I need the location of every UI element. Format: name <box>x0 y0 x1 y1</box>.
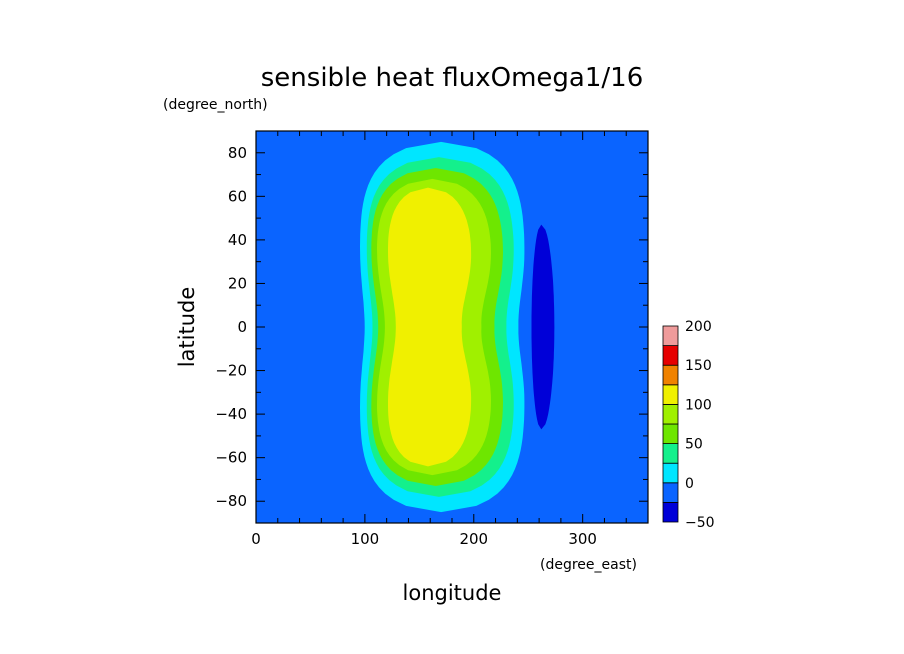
colorbar-swatch <box>662 403 679 425</box>
colorbar-label: 0 <box>685 476 694 492</box>
y-tick-label: 20 <box>228 274 247 292</box>
colorbar-swatch <box>662 325 679 347</box>
y-tick-label: −60 <box>215 449 247 467</box>
colorbar-label: 200 <box>685 319 712 335</box>
colorbar: −50 0 50 100 150 200 <box>662 319 715 531</box>
x-tick-label: 200 <box>459 530 488 548</box>
colorbar-swatch <box>662 443 679 464</box>
plot-area <box>255 130 649 524</box>
y-tick-label: −40 <box>215 405 247 423</box>
x-tick-label: 100 <box>351 530 380 548</box>
contour-100-125 <box>388 187 472 467</box>
y-axis: 80 60 40 20 0 −20 −40 −60 −80 <box>215 144 648 510</box>
colorbar-swatch <box>662 501 679 523</box>
y-tick-label: 60 <box>228 187 247 205</box>
x-tick-label: 0 <box>251 530 261 548</box>
chart-title: sensible heat fluxOmega1/16 <box>261 63 644 93</box>
x-axis-label: longitude <box>403 581 502 605</box>
y-tick-label: 0 <box>237 318 247 336</box>
x-tick-label: 300 <box>568 530 597 548</box>
colorbar-swatch <box>662 482 679 503</box>
colorbar-swatch <box>662 345 679 366</box>
x-unit-label: (degree_east) <box>540 557 637 573</box>
colorbar-swatch <box>662 384 679 405</box>
colorbar-label: 50 <box>685 437 703 453</box>
contour-neg50-neg25 <box>531 224 555 430</box>
y-unit-label: (degree_north) <box>163 97 268 113</box>
y-tick-label: −20 <box>215 362 247 380</box>
colorbar-swatch <box>662 462 679 484</box>
colorbar-label: 150 <box>685 358 712 374</box>
colorbar-swatch <box>662 423 679 445</box>
x-axis: 0 100 200 300 <box>251 131 649 548</box>
y-axis-label: latitude <box>175 287 199 368</box>
y-tick-label: 80 <box>228 144 247 162</box>
y-tick-label: 40 <box>228 231 247 249</box>
colorbar-label: −50 <box>685 515 715 531</box>
y-tick-label: −80 <box>215 492 247 510</box>
colorbar-swatch <box>662 364 679 386</box>
colorbar-label: 100 <box>685 397 712 413</box>
